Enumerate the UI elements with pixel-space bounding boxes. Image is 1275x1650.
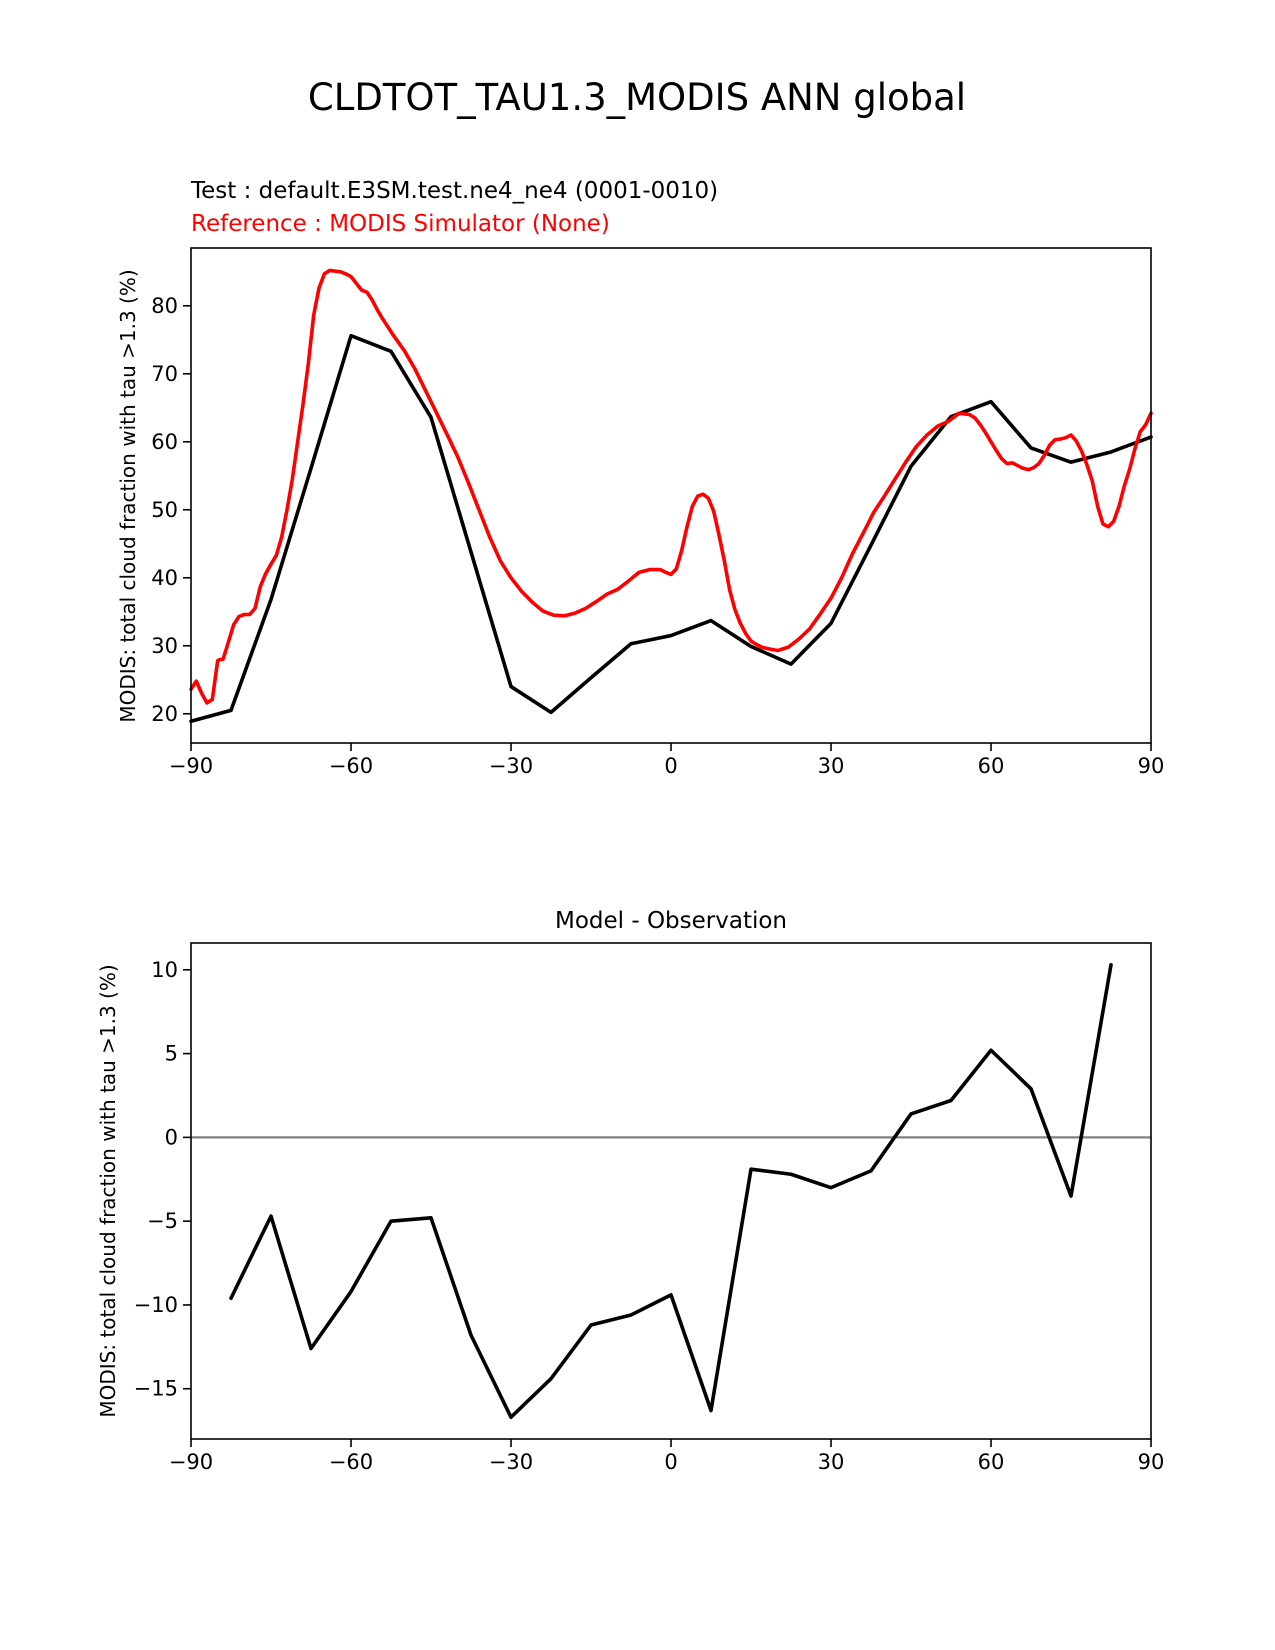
top-y-tick-label: 20 — [151, 702, 178, 726]
bottom-y-tick-label: −15 — [134, 1377, 178, 1401]
bottom-y-tick-label: −5 — [147, 1209, 178, 1233]
bottom-difference-series-line — [229, 962, 1113, 1420]
bottom-x-tick-label: −90 — [169, 1450, 213, 1474]
bottom-y-tick-label: −10 — [134, 1293, 178, 1317]
reference-label: Reference : MODIS Simulator (None) — [191, 211, 610, 237]
top-x-tick-label: −30 — [489, 754, 533, 778]
top-y-tick-label: 70 — [151, 362, 178, 386]
bottom-x-tick-label: 0 — [664, 1450, 677, 1474]
top-x-tick-label: 90 — [1138, 754, 1165, 778]
difference-title: Model - Observation — [555, 908, 787, 934]
top-y-tick-label: 60 — [151, 430, 178, 454]
bottom-x-tick-label: 30 — [818, 1450, 845, 1474]
bottom-y-axis-label: MODIS: total cloud fraction with tau >1.… — [96, 964, 120, 1417]
top-reference-series-line — [189, 268, 1153, 705]
bottom-x-tick-label: 60 — [978, 1450, 1005, 1474]
figure-title: CLDTOT_TAU1.3_MODIS ANN global — [308, 76, 966, 119]
top-x-tick-label: −90 — [169, 754, 213, 778]
top-plot-area: −90 −60 −30 0 30 60 90 20 30 40 50 60 70 80 — [151, 268, 1165, 778]
top-x-tick-label: 60 — [978, 754, 1005, 778]
top-y-tick-label: 50 — [151, 498, 178, 522]
test-label: Test : default.E3SM.test.ne4_ne4 (0001-0… — [190, 178, 718, 204]
bottom-plot-area: −90 −60 −30 0 30 60 90 10 5 0 −5 −10 −15 — [134, 958, 1165, 1474]
bottom-x-tick-label: −30 — [489, 1450, 533, 1474]
bottom-y-tick-label: 0 — [165, 1125, 178, 1149]
bottom-x-tick-label: −60 — [329, 1450, 373, 1474]
bottom-x-tick-label: 90 — [1138, 1450, 1165, 1474]
top-y-tick-label: 80 — [151, 294, 178, 318]
top-x-tick-label: 30 — [818, 754, 845, 778]
top-test-series-line — [189, 333, 1153, 724]
top-x-tick-label: −60 — [329, 754, 373, 778]
top-axes-frame — [190, 247, 1152, 744]
bottom-panel: Model - Observation −90 −60 −30 0 30 60 90 10 5 0… — [96, 908, 1164, 1474]
top-x-tick-label: 0 — [664, 754, 677, 778]
bottom-y-tick-label: 5 — [165, 1042, 178, 1066]
top-y-tick-label: 30 — [151, 634, 178, 658]
top-y-axis-label: MODIS: total cloud fraction with tau >1.… — [116, 269, 140, 722]
bottom-axes-frame — [190, 942, 1152, 1440]
top-y-tick-label: 40 — [151, 566, 178, 590]
bottom-y-tick-label: 10 — [151, 958, 178, 982]
top-panel: Test : default.E3SM.test.ne4_ne4 (0001-0… — [116, 178, 1164, 778]
